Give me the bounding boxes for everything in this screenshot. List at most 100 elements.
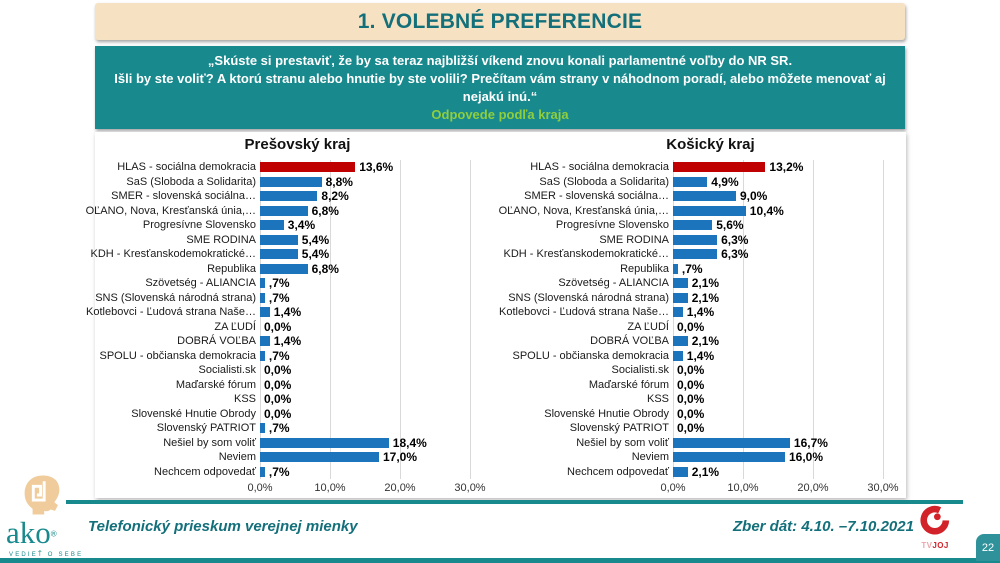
bar — [260, 263, 308, 274]
chart-row: Nechcem odpovedať ,7% — [100, 465, 495, 480]
category-label: Socialisti.sk — [198, 364, 256, 377]
chart-row: SPOLU - občianska demokracia 1,4% — [512, 349, 908, 364]
survey-method-text: Telefonický prieskum verejnej mienky — [88, 518, 358, 535]
value-label: 0,0% — [677, 377, 705, 392]
x-axis: 0,0% 10,0% 20,0% 30,0% — [660, 482, 908, 498]
value-label: 0,0% — [677, 406, 705, 421]
value-label: 18,4% — [392, 435, 427, 450]
chart-row: Kotlebovci - Ľudová strana Naše… 1,4% — [86, 305, 495, 320]
chart-row: KDH - Kresťanskodemokratické… 5,4% — [90, 247, 495, 262]
chart-row: Socialisti.sk 0,0% — [513, 363, 908, 378]
row-plot: 13,2% — [673, 160, 803, 175]
category-label: KSS — [646, 393, 669, 406]
bar — [260, 437, 389, 448]
question-line-2: Išli by ste voliť? A ktorú stranu alebo … — [114, 71, 886, 86]
bar — [260, 292, 265, 303]
bar — [260, 307, 270, 318]
row-plot: ,7% — [260, 291, 290, 306]
value-label: 5,4% — [301, 232, 330, 247]
chart-row: SMER - slovenská sociálna… 9,0% — [513, 189, 908, 204]
value-label: 3,4% — [287, 218, 316, 233]
chart-row: Szövetség - ALIANCIA 2,1% — [513, 276, 908, 291]
chart-row: Republika 6,8% — [100, 262, 495, 277]
category-label: SPOLU - občianska demokracia — [99, 349, 256, 362]
page-number-badge: 22 — [976, 534, 1000, 561]
row-plot: 0,0% — [673, 378, 704, 393]
category-label: Kotlebovci - Ľudová strana Naše… — [499, 306, 669, 319]
bar-rows: HLAS - sociálna demokracia 13,2% SaS (Slob… — [499, 160, 908, 479]
category-label: Nechcem odpovedať — [567, 465, 669, 478]
value-label: 16,0% — [789, 450, 824, 465]
value-label: 4,9% — [711, 174, 739, 189]
chart-row: KSS 0,0% — [100, 392, 495, 407]
value-label: 5,4% — [301, 247, 330, 262]
bar — [673, 466, 688, 477]
category-label: DOBRÁ VOĽBA — [177, 335, 256, 348]
question-line-1: „Skúste si prestaviť, že by sa teraz naj… — [207, 53, 793, 68]
bar — [673, 452, 785, 463]
bar — [673, 292, 688, 303]
x-axis: 0,0% 10,0% 20,0% 30,0% — [247, 482, 495, 498]
row-plot: 3,4% — [260, 218, 315, 233]
row-plot: 6,3% — [673, 247, 748, 262]
category-label: Slovenský PATRIOT — [156, 422, 256, 435]
ako-logo-tagline: VEDIEŤ O SEBE — [9, 552, 84, 558]
category-label: Slovenské Hnutie Obrody — [544, 407, 669, 420]
ako-logo: ako® VEDIEŤ O SEBE — [6, 474, 90, 558]
category-label: Kotlebovci - Ľudová strana Naše… — [86, 306, 256, 319]
question-line-3: nejakú inú.“ — [462, 89, 538, 104]
row-plot: 4,9% — [673, 175, 739, 190]
bar — [673, 220, 713, 231]
category-label: Maďarské fórum — [588, 378, 669, 391]
question-subtitle: Odpovede podľa kraja — [431, 107, 569, 122]
chart-title: Košický kraj — [666, 136, 755, 153]
bar — [260, 278, 265, 289]
chart-row: SPOLU - občianska demokracia ,7% — [99, 349, 495, 364]
chart-row: Maďarské fórum 0,0% — [513, 378, 908, 393]
bar — [260, 162, 356, 173]
charts-panel: Prešovský kraj HLAS - sociálna demokraci… — [86, 132, 908, 498]
joj-spiral-icon — [920, 505, 950, 535]
row-plot: 1,4% — [260, 334, 301, 349]
category-label: SME RODINA — [599, 233, 669, 246]
tv-joj-logo-text: TVJOJ — [921, 541, 949, 550]
value-label: 13,6% — [359, 160, 394, 175]
chart-row: SaS (Sloboda a Solidarita) 4,9% — [513, 175, 908, 190]
value-label: ,7% — [681, 261, 703, 276]
row-plot: 0,0% — [673, 320, 704, 335]
row-plot: 8,8% — [260, 175, 353, 190]
chart-row: Nešiel by som voliť 18,4% — [100, 436, 495, 451]
category-label: DOBRÁ VOĽBA — [590, 335, 669, 348]
category-label: Neviem — [631, 451, 669, 464]
bar — [260, 191, 318, 202]
value-label: ,7% — [268, 290, 290, 305]
bar — [673, 234, 718, 245]
category-label: HLAS - sociálna demokracia — [117, 161, 256, 174]
category-label: SNS (Slovenská národná strana) — [95, 291, 256, 304]
chart-row: ZA ĽUDÍ 0,0% — [100, 320, 495, 335]
page-title: 1. VOLEBNÉ PREFERENCIE — [357, 9, 643, 33]
row-plot: 10,4% — [673, 204, 784, 219]
chart-row: OĽANO, Nova, Kresťanská únia,… 6,8% — [86, 204, 495, 219]
category-label: ZA ĽUDÍ — [627, 320, 669, 333]
category-label: SME RODINA — [186, 233, 256, 246]
x-axis-tick: 0,0% — [660, 482, 686, 494]
chart-row: KSS 0,0% — [513, 392, 908, 407]
row-plot: 1,4% — [260, 305, 301, 320]
value-label: 9,0% — [740, 189, 768, 204]
chart-row: Slovenské Hnutie Obrody 0,0% — [513, 407, 908, 422]
chart-row: Nešiel by som voliť 16,7% — [513, 436, 908, 451]
data-collection-dates: Zber dát: 4.10. –7.10.2021 — [733, 518, 914, 535]
bar — [260, 466, 265, 477]
ako-logo-text: ako — [6, 515, 51, 550]
category-label: HLAS - sociálna demokracia — [530, 161, 669, 174]
value-label: 2,1% — [691, 276, 720, 291]
chart-row: Progresívne Slovensko 5,6% — [513, 218, 908, 233]
row-plot: 6,8% — [260, 204, 339, 219]
row-plot: ,7% — [260, 276, 290, 291]
chart-row: OĽANO, Nova, Kresťanská únia,… 10,4% — [499, 204, 908, 219]
row-plot: 6,8% — [260, 262, 339, 277]
bar — [673, 263, 678, 274]
value-label: 0,0% — [264, 392, 292, 407]
